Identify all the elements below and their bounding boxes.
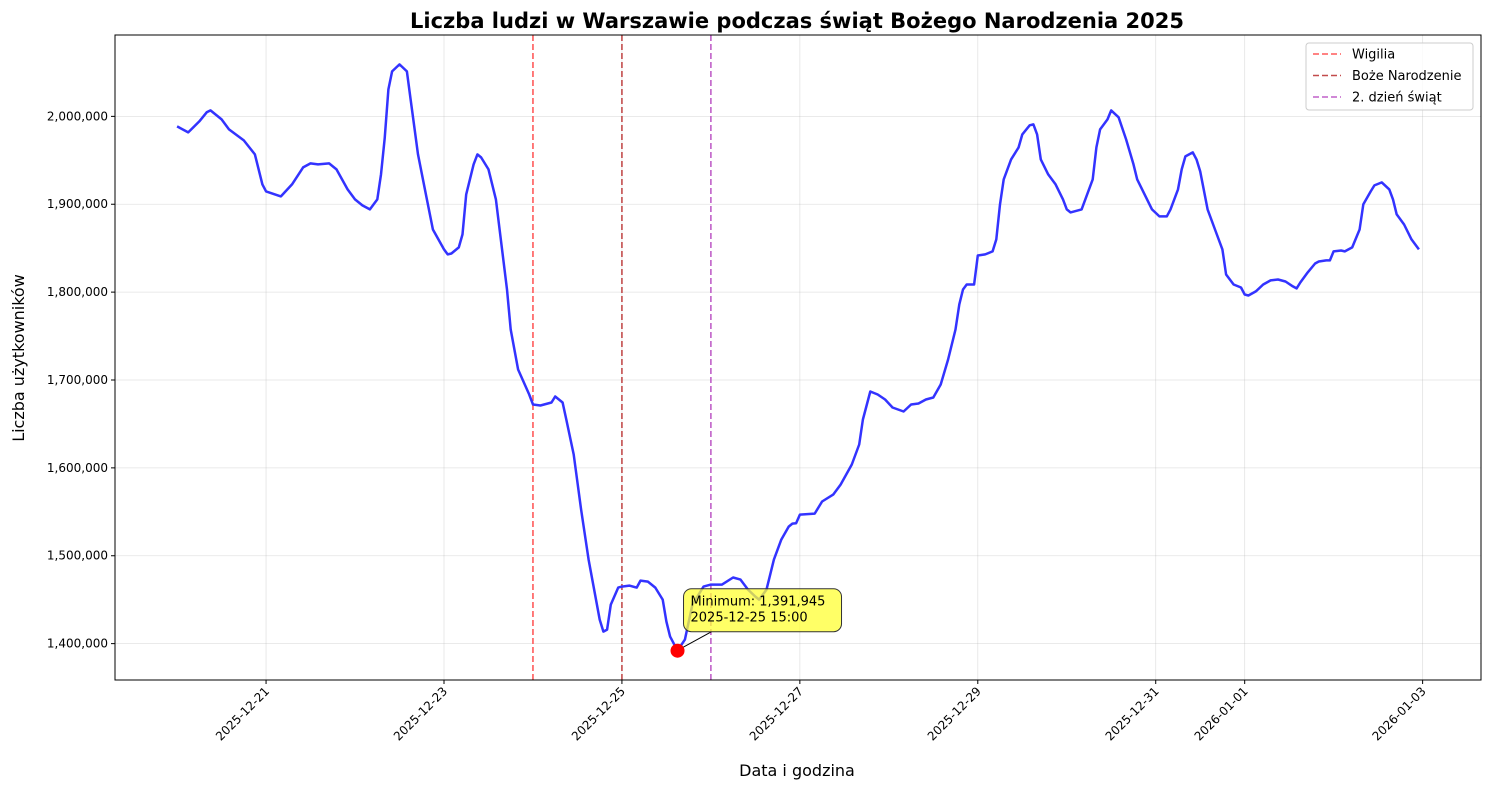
y-tick-label: 1,600,000 [47, 461, 108, 475]
x-tick-label: 2025-12-29 [925, 684, 984, 743]
x-axis-label: Data i godzina [739, 761, 855, 780]
chart-title: Liczba ludzi w Warszawie podczas świąt B… [410, 9, 1184, 33]
legend-label: Wigilia [1352, 48, 1395, 63]
minimum-annotation: Minimum: 1,391,945 2025-12-25 15:00 [670, 588, 843, 658]
x-tick-label: 2025-12-21 [213, 684, 272, 743]
legend-box [1305, 42, 1474, 111]
y-tick-label: 2,000,000 [47, 109, 108, 123]
legend-label: Boże Narodzenie [1352, 69, 1461, 84]
y-tick-label: 1,800,000 [47, 285, 108, 299]
y-axis: 1,400,000 1,500,000 1,600,000 1,700,000 1,80… [47, 109, 115, 651]
minimum-point [670, 643, 685, 658]
series-line [176, 63, 1420, 652]
y-tick-label: 1,700,000 [47, 373, 108, 387]
x-tick-label: 2025-12-23 [391, 684, 450, 743]
x-tick-label: 2025-12-27 [747, 684, 806, 743]
x-tick-label: 2026-01-03 [1370, 684, 1429, 743]
y-tick-label: 1,900,000 [47, 197, 108, 211]
annotation-line1: Minimum: 1,391,945 [691, 595, 826, 610]
annotation-line2: 2025-12-25 15:00 [691, 611, 808, 626]
x-axis: 2025-12-21 2025-12-23 2025-12-25 2025-12-27… [213, 680, 1429, 743]
plot-frame [114, 34, 1482, 681]
annotation-arrow [680, 631, 712, 650]
x-tick-label: 2025-12-25 [569, 684, 628, 743]
x-tick-label: 2025-12-31 [1103, 684, 1162, 743]
legend-label: 2. dzień świąt [1352, 91, 1442, 106]
legend: Wigilia Boże Narodzenie 2. dzień świąt [1305, 42, 1474, 111]
y-tick-label: 1,400,000 [47, 637, 108, 651]
y-axis-label: Liczba użytkowników [9, 274, 28, 442]
y-tick-label: 1,500,000 [47, 549, 108, 563]
grid [115, 35, 1481, 680]
annotation-box [683, 588, 843, 633]
x-tick-label: 2026-01-01 [1192, 684, 1251, 743]
